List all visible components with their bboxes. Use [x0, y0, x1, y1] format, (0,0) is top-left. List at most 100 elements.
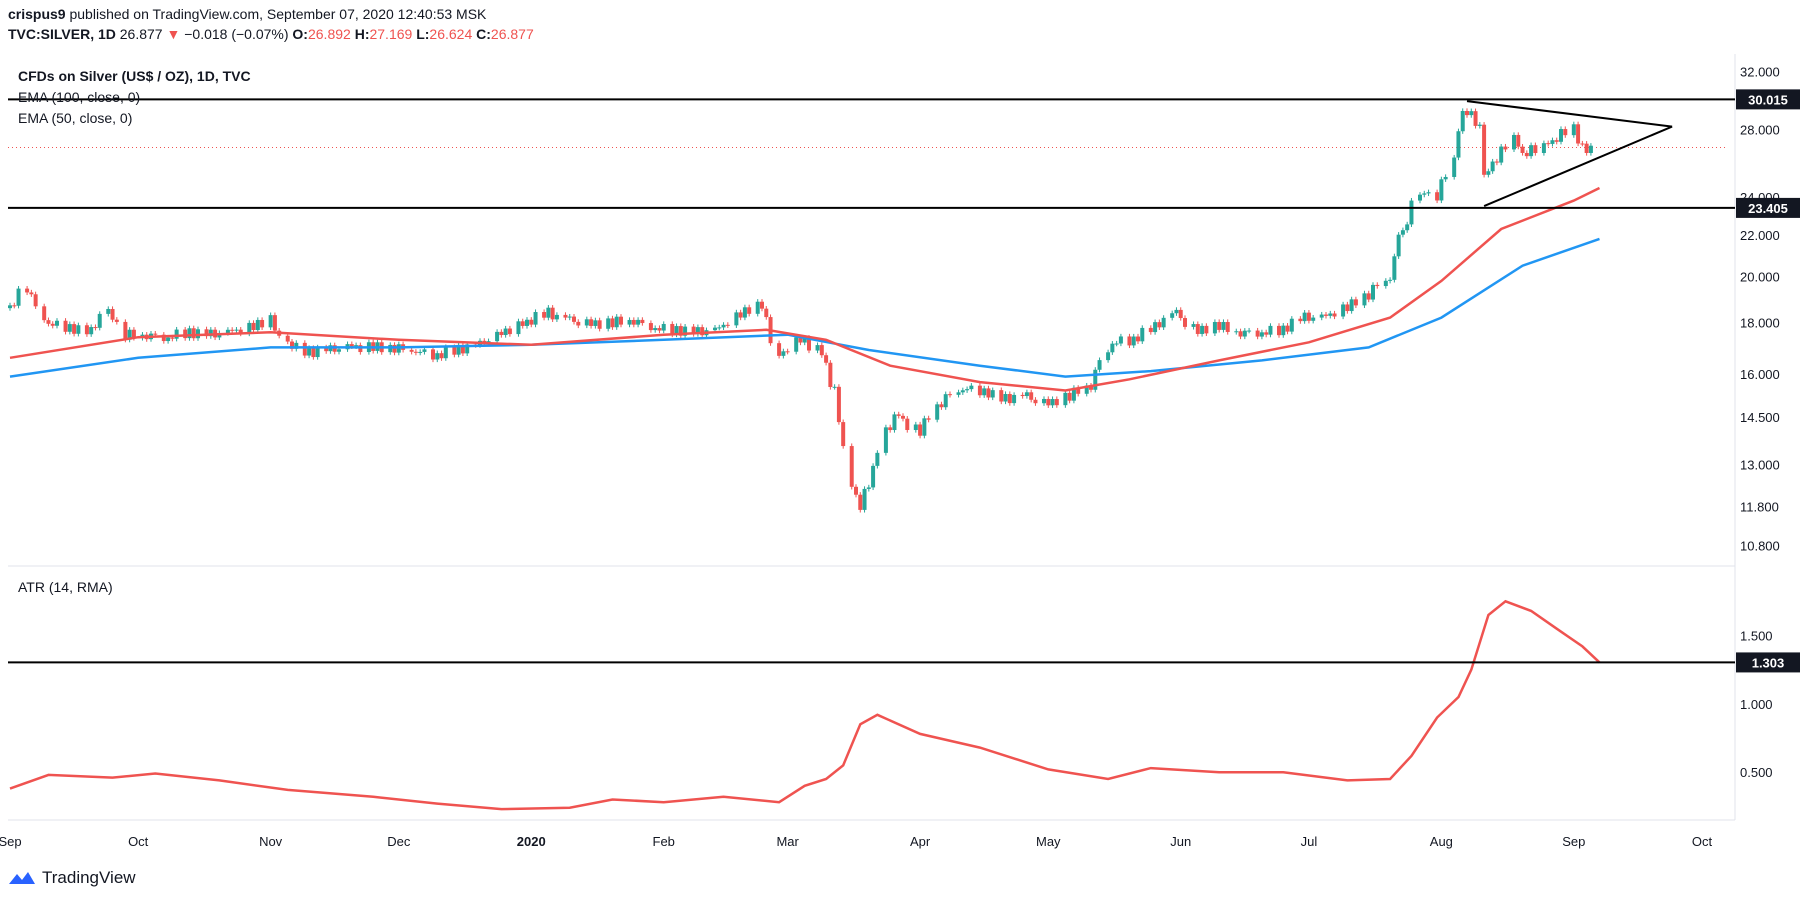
candle-body	[922, 418, 927, 436]
candle-body	[854, 486, 858, 495]
candle-body	[1383, 280, 1388, 287]
open-value: 26.892	[307, 26, 351, 42]
candle-body	[1046, 398, 1051, 406]
candle-body	[409, 349, 414, 352]
candle-body	[1311, 317, 1316, 321]
symbol-label[interactable]: TVC:SILVER, 1D	[8, 26, 116, 42]
candle-body	[1238, 331, 1243, 337]
candle-body	[1400, 230, 1405, 235]
candle-body	[636, 319, 641, 325]
time-tick-label: Apr	[910, 834, 931, 849]
axes: 32.000 28.000 24.000 22.000 20.000 18.000 16.0…	[0, 64, 1780, 849]
candle-body	[760, 301, 764, 309]
candle-body	[166, 337, 171, 342]
candle-body	[1131, 336, 1136, 346]
candle-body	[1050, 399, 1055, 406]
price-tick-label: 28.000	[1740, 123, 1780, 138]
candle-body	[1405, 224, 1410, 231]
candle-body	[1127, 336, 1132, 346]
candle-body	[1546, 143, 1551, 145]
change-value: −0.018 (−0.07%)	[184, 26, 289, 42]
candle-body	[422, 349, 427, 352]
candle-body	[255, 319, 260, 330]
candle-body	[554, 314, 559, 320]
candles	[8, 108, 1593, 513]
candle-body	[1148, 327, 1153, 333]
level-tag	[1736, 89, 1800, 110]
candle-body	[1435, 192, 1440, 201]
triangle-upper-line	[1466, 100, 1673, 128]
candle-body	[268, 315, 273, 328]
candle-body	[1195, 324, 1200, 334]
price-tick-label: 24.000	[1740, 190, 1780, 205]
candle-body	[525, 319, 529, 326]
candle-body	[572, 316, 576, 322]
candle-body	[832, 386, 837, 388]
candle-body	[1183, 318, 1187, 327]
candle-body	[46, 320, 51, 324]
time-tick-label: Oct	[128, 834, 149, 849]
candle-body	[1071, 387, 1076, 401]
candle-body	[1255, 330, 1260, 337]
candle-body	[1174, 309, 1179, 314]
chart-header: crispus9 published on TradingView.com, S…	[8, 4, 534, 44]
candle-body	[114, 319, 119, 322]
tradingview-logo-icon	[9, 872, 35, 884]
candle-body	[1020, 394, 1025, 397]
candle-body	[230, 329, 235, 331]
candle-body	[1486, 171, 1491, 175]
candle-body	[734, 312, 739, 326]
candle-body	[1302, 312, 1307, 322]
atr-pane[interactable]: 1.303	[8, 599, 1800, 811]
candle-body	[1580, 143, 1585, 145]
legend-title: CFDs on Silver (US$ / OZ), 1D, TVC	[18, 68, 251, 84]
candle-body	[1140, 327, 1145, 342]
candle-body	[520, 321, 525, 326]
candle-body	[657, 328, 662, 331]
candle-body	[499, 331, 504, 336]
candle-body	[1097, 360, 1102, 370]
candle-body	[1512, 134, 1516, 150]
candle-body	[1584, 143, 1589, 154]
chart-frame	[8, 54, 1736, 821]
legend-atr: ATR (14, RMA)	[18, 579, 113, 595]
candle-body	[695, 327, 700, 335]
candle-body	[1371, 284, 1375, 300]
candle-body	[1268, 325, 1273, 335]
candle-body	[883, 427, 888, 453]
candle-body	[234, 329, 239, 331]
candle-body	[311, 347, 316, 358]
candle-body	[516, 321, 521, 335]
candle-body	[290, 341, 294, 349]
level-tag-label: 30.015	[1748, 92, 1788, 107]
candle-body	[443, 347, 448, 359]
candle-body	[238, 329, 243, 334]
candle-body	[1576, 124, 1581, 144]
time-tick-label: Dec	[387, 834, 411, 849]
candle-body	[84, 325, 89, 335]
candle-body	[1003, 394, 1008, 402]
candle-body	[337, 349, 341, 352]
candle-body	[349, 344, 354, 347]
candle-body	[807, 337, 811, 351]
candle-body	[1033, 399, 1038, 404]
candle-body	[956, 392, 961, 395]
close-value: 26.877	[490, 26, 534, 42]
candle-body	[191, 328, 196, 339]
candle-body	[272, 315, 277, 331]
candle-body	[354, 345, 359, 347]
candle-body	[1499, 146, 1504, 163]
candle-body	[1178, 309, 1183, 319]
candle-body	[1529, 145, 1534, 157]
candle-body	[1366, 293, 1371, 300]
candle-body	[1281, 325, 1286, 336]
time-tick-label: May	[1036, 834, 1061, 849]
tradingview-logo[interactable]: TradingView	[8, 868, 136, 888]
candle-body	[1110, 343, 1115, 353]
price-pane[interactable]: 30.015 23.405	[8, 89, 1800, 513]
candle-body	[1324, 314, 1328, 316]
candle-body	[1093, 369, 1098, 390]
ema50-line	[9, 186, 1601, 392]
author-name[interactable]: crispus9	[8, 6, 66, 22]
